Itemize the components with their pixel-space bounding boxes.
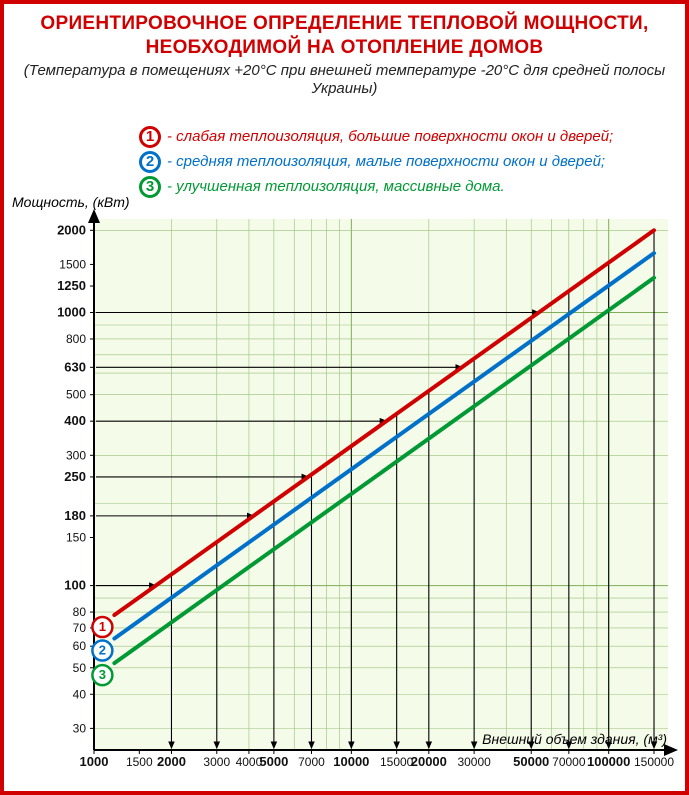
svg-text:70000: 70000 xyxy=(552,755,586,769)
svg-text:180: 180 xyxy=(64,508,86,523)
svg-text:7000: 7000 xyxy=(298,755,325,769)
svg-text:250: 250 xyxy=(64,469,86,484)
svg-text:2000: 2000 xyxy=(57,222,86,237)
svg-text:40: 40 xyxy=(73,687,87,701)
svg-text:100000: 100000 xyxy=(587,754,630,769)
svg-text:1000: 1000 xyxy=(80,754,109,769)
svg-text:1: 1 xyxy=(99,619,106,634)
svg-text:1250: 1250 xyxy=(57,278,86,293)
svg-text:70: 70 xyxy=(73,621,87,635)
svg-text:150000: 150000 xyxy=(634,755,674,769)
svg-text:800: 800 xyxy=(66,332,86,346)
chart-svg: 30 40 50 60 70 80 100 150 180 250 300 400 500 630 800 1… xyxy=(4,4,685,791)
svg-text:500: 500 xyxy=(66,388,86,402)
svg-text:50000: 50000 xyxy=(513,754,549,769)
svg-text:60: 60 xyxy=(73,639,87,653)
svg-text:20000: 20000 xyxy=(411,754,447,769)
svg-text:5000: 5000 xyxy=(259,754,288,769)
x-axis-label: Внешний объем здания, (м³) xyxy=(482,731,667,747)
svg-text:1500: 1500 xyxy=(59,257,86,271)
svg-text:2000: 2000 xyxy=(157,754,186,769)
svg-text:30: 30 xyxy=(73,721,87,735)
svg-text:300: 300 xyxy=(66,448,86,462)
chart-frame: ОРИЕНТИРОВОЧНОЕ ОПРЕДЕЛЕНИЕ ТЕПЛОВОЙ МОЩ… xyxy=(0,0,689,795)
svg-text:400: 400 xyxy=(64,413,86,428)
svg-text:30000: 30000 xyxy=(457,755,491,769)
svg-text:80: 80 xyxy=(73,605,87,619)
svg-text:2: 2 xyxy=(99,643,106,658)
svg-text:100: 100 xyxy=(64,578,86,593)
svg-text:150: 150 xyxy=(66,531,86,545)
svg-text:1000: 1000 xyxy=(57,305,86,320)
svg-text:15000: 15000 xyxy=(380,755,414,769)
svg-text:50: 50 xyxy=(73,661,87,675)
svg-text:630: 630 xyxy=(64,359,86,374)
svg-text:3000: 3000 xyxy=(203,755,230,769)
svg-text:3: 3 xyxy=(99,667,106,682)
svg-text:1500: 1500 xyxy=(126,755,153,769)
svg-text:10000: 10000 xyxy=(333,754,369,769)
